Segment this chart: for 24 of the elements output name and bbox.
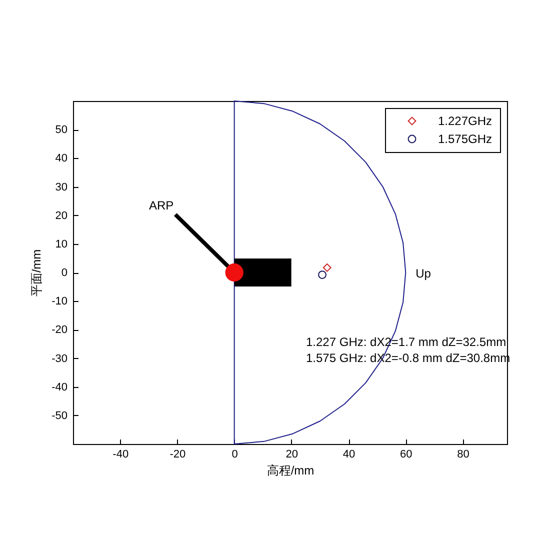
y-tick-label: -30 — [52, 352, 68, 365]
y-tick-label: -50 — [52, 410, 68, 422]
y-tick-label: 20 — [55, 210, 68, 222]
y-tick-label: 10 — [55, 238, 68, 250]
y-tick-label: 40 — [55, 152, 68, 165]
legend-label: 1.575GHz — [438, 132, 492, 146]
annotation: ARP — [148, 198, 174, 212]
y-axis-title: 平面/mm — [30, 249, 44, 297]
y-tick-label: 50 — [55, 124, 68, 136]
x-tick-label: -40 — [112, 448, 129, 460]
x-tick-label: 40 — [342, 448, 356, 460]
x-tick-label: 0 — [232, 448, 238, 460]
annotation: Up — [416, 266, 432, 280]
y-tick-label: -20 — [52, 324, 68, 336]
y-tick-label: 0 — [61, 267, 68, 279]
x-tick-label: 60 — [400, 448, 412, 460]
legend-label: 1.227GHz — [438, 114, 492, 128]
y-tick-label: -40 — [52, 381, 68, 394]
x-axis-title: 高程/mm — [266, 464, 314, 478]
x-tick-label: -20 — [170, 448, 186, 460]
x-tick-label: 20 — [286, 448, 298, 460]
x-tick-label: 80 — [457, 448, 470, 460]
y-tick-label: 30 — [55, 181, 68, 194]
y-tick-label: -10 — [52, 296, 68, 308]
